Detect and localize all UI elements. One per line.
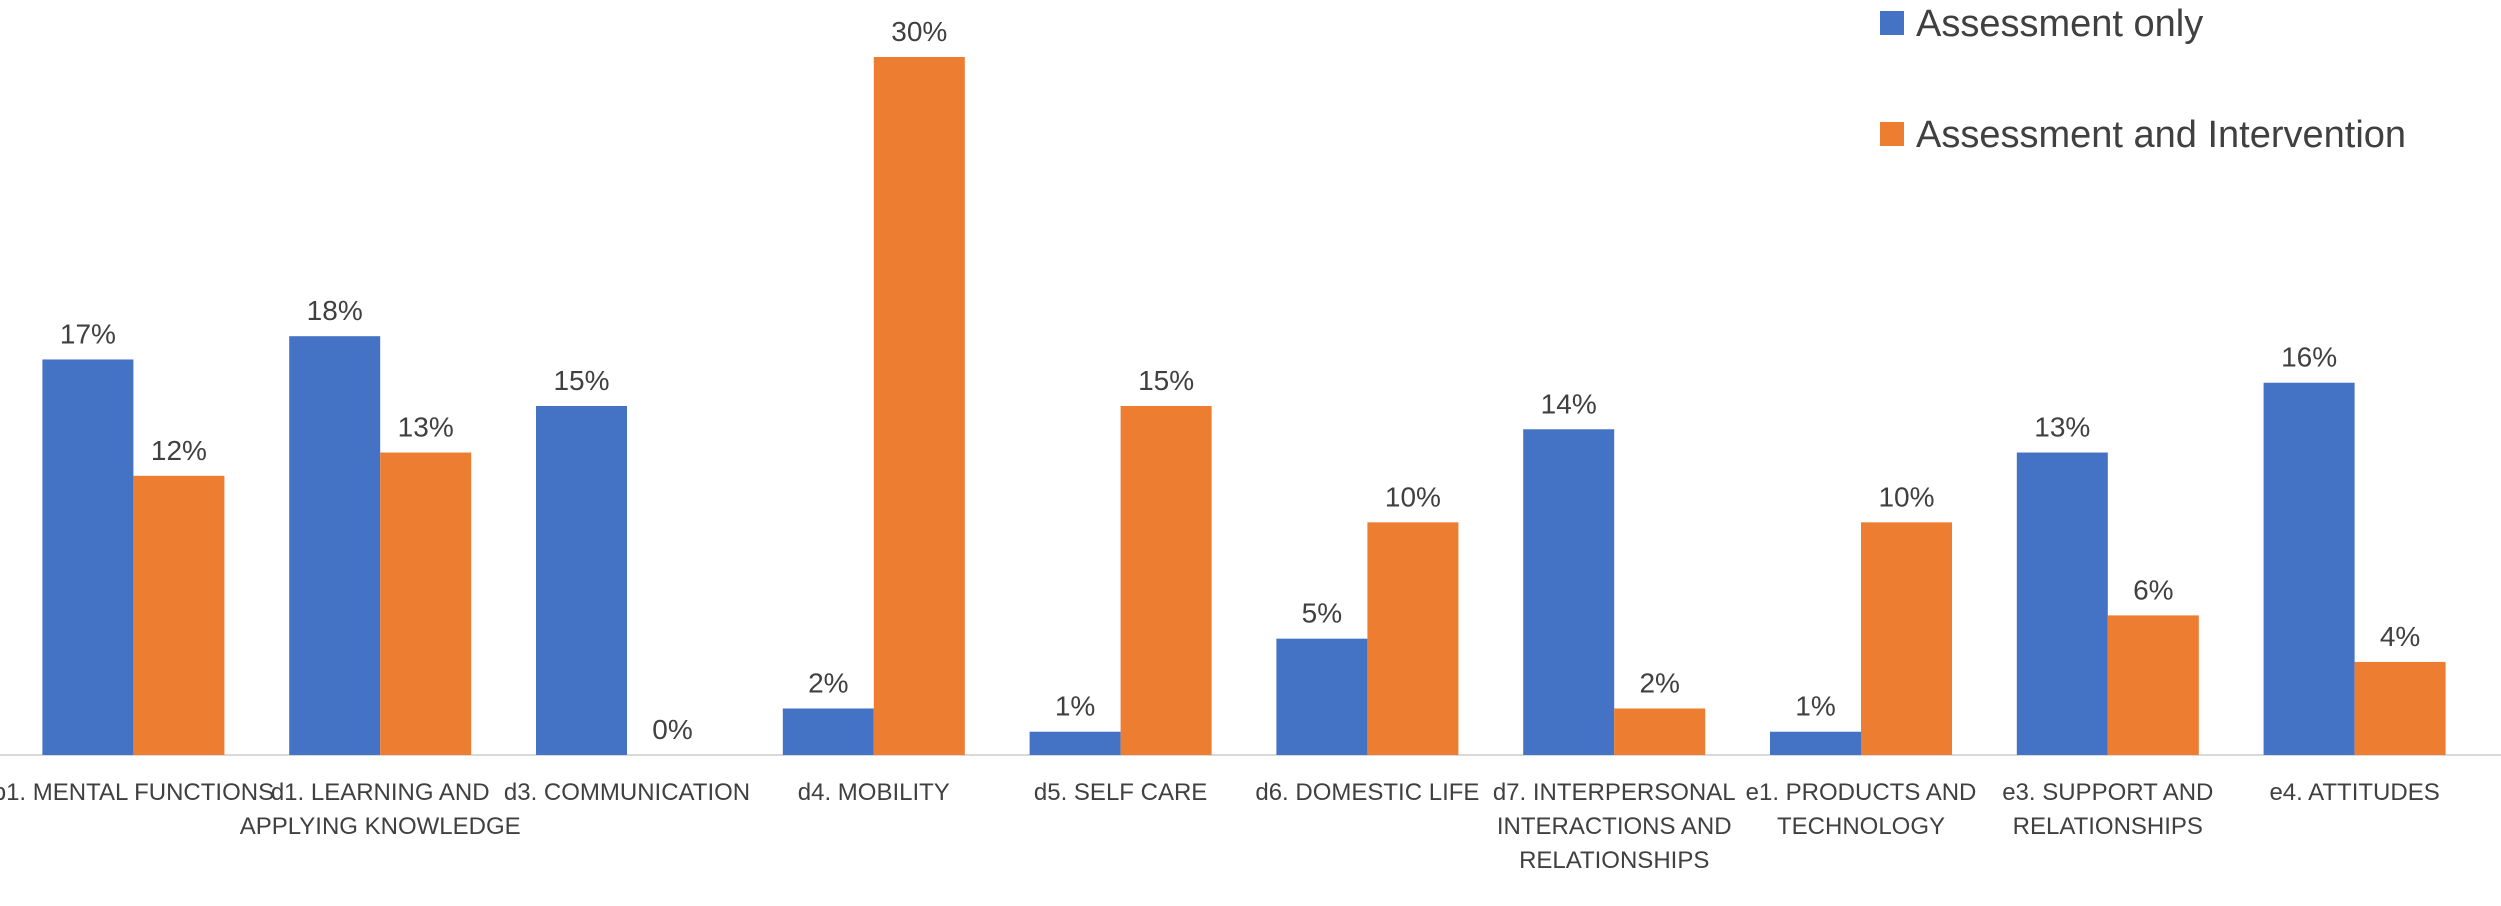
x-tick-label-5: d5. SELF CARE <box>1034 779 1207 806</box>
data-label-assessment-and-intervention-6: 10% <box>1385 481 1441 512</box>
bar-assessment-and-intervention-9 <box>2107 615 2199 755</box>
data-label-assessment-only-7: 14% <box>1541 388 1597 419</box>
data-label-assessment-and-intervention-3: 0% <box>652 714 692 745</box>
data-label-assessment-only-3: 15% <box>553 365 609 396</box>
data-label-assessment-only-6: 5% <box>1302 598 1342 629</box>
x-tick-label-8: e1. PRODUCTS AND TECHNOLOGY <box>1746 779 1977 840</box>
data-label-assessment-only-1: 17% <box>60 318 116 349</box>
legend: Assessment only Assessment and Interventi… <box>1880 3 2406 156</box>
data-label-assessment-only-9: 13% <box>2034 412 2090 443</box>
x-tick-label-10: e4. ATTITUDES <box>2269 779 2439 806</box>
data-label-assessment-only-5: 1% <box>1055 691 1095 722</box>
data-label-assessment-and-intervention-7: 2% <box>1639 667 1679 698</box>
x-tick-label-9: e3. SUPPORT AND RELATIONSHIPS <box>2002 779 2213 840</box>
data-label-assessment-and-intervention-8: 10% <box>1878 481 1934 512</box>
data-label-assessment-and-intervention-2: 13% <box>398 412 454 443</box>
legend-label-assessment-only: Assessment only <box>1916 3 2203 45</box>
data-label-assessment-and-intervention-1: 12% <box>151 435 207 466</box>
x-tick-label-7: d7. INTERPERSONAL INTERACTIONS AND RELATIO… <box>1493 779 1736 874</box>
data-label-assessment-only-8: 1% <box>1795 691 1835 722</box>
bar-assessment-and-intervention-8 <box>1861 522 1952 755</box>
bar-assessment-and-intervention-4 <box>873 57 965 755</box>
bar-assessment-only-9 <box>2016 452 2108 755</box>
data-label-assessment-and-intervention-9: 6% <box>2133 574 2173 605</box>
legend-swatch-assessment-and-intervention <box>1880 122 1904 146</box>
bar-assessment-and-intervention-2 <box>380 452 472 755</box>
bar-assessment-and-intervention-7 <box>1614 708 1706 755</box>
bars-group <box>42 57 2446 755</box>
bar-assessment-only-1 <box>42 359 134 755</box>
bar-assessment-and-intervention-6 <box>1367 522 1459 755</box>
bar-assessment-only-3 <box>536 406 627 755</box>
legend-swatch-assessment-only <box>1880 11 1904 35</box>
bar-assessment-only-4 <box>782 708 874 755</box>
data-label-assessment-and-intervention-5: 15% <box>1138 365 1194 396</box>
bar-assessment-and-intervention-1 <box>133 475 225 755</box>
bar-assessment-only-8 <box>1770 731 1861 755</box>
x-tick-label-1: b1. MENTAL FUNCTIONS <box>0 779 274 806</box>
legend-label-assessment-and-intervention: Assessment and Intervention <box>1916 114 2406 156</box>
bar-assessment-and-intervention-10 <box>2354 661 2446 755</box>
x-tick-label-2: d1. LEARNING AND APPLYING KNOWLEDGE <box>240 779 521 840</box>
data-labels-group: 17% 12% 18% 13% 15% 0% 2% 30% 1% 15% 5% 10% 14% 2% 1% 1… <box>60 16 2420 745</box>
data-label-assessment-only-10: 16% <box>2281 342 2337 373</box>
x-tick-label-3: d3. COMMUNICATION <box>504 779 750 806</box>
x-tick-label-6: d6. DOMESTIC LIFE <box>1255 779 1479 806</box>
data-label-assessment-and-intervention-4: 30% <box>891 16 947 47</box>
bar-assessment-only-6 <box>1276 638 1368 755</box>
data-label-assessment-and-intervention-10: 4% <box>2380 621 2420 652</box>
bar-assessment-only-2 <box>289 336 381 755</box>
bar-assessment-only-10 <box>2263 382 2355 755</box>
bar-assessment-only-7 <box>1523 429 1615 755</box>
bar-assessment-and-intervention-5 <box>1120 406 1212 755</box>
data-label-assessment-only-4: 2% <box>808 667 848 698</box>
data-label-assessment-only-2: 18% <box>307 295 363 326</box>
x-tick-label-4: d4. MOBILITY <box>798 779 950 806</box>
bar-assessment-only-5 <box>1029 731 1121 755</box>
